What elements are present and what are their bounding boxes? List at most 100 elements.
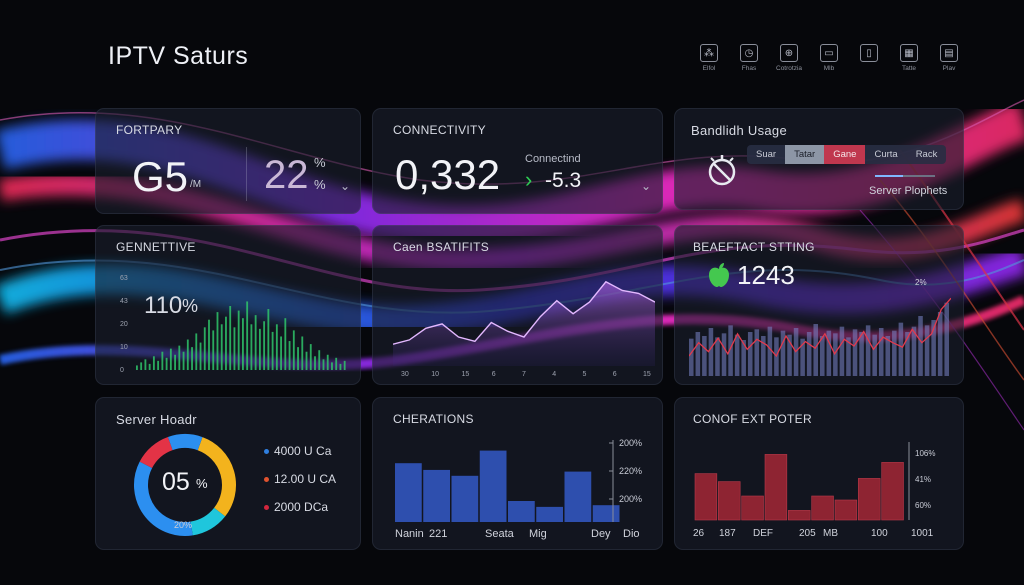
beaeftact-bar xyxy=(885,336,891,376)
grid-icon: ▦ xyxy=(900,44,918,62)
genettive-bar xyxy=(267,309,270,370)
x-axis-label: 221 xyxy=(429,528,448,540)
tool-label: Plav xyxy=(942,65,956,72)
globe-tool-button[interactable]: ⊕ Cotrotzia xyxy=(776,44,802,72)
genettive-bar xyxy=(275,324,278,370)
legend-item: 12.00 U CA xyxy=(264,472,336,486)
genettive-bar xyxy=(343,360,346,370)
genettive-bar xyxy=(212,330,215,370)
x-axis-label: DEF xyxy=(753,528,773,539)
cluster-tool-button[interactable]: ⁂ Elfol xyxy=(696,44,722,72)
beaeftact-value: 1243 xyxy=(737,260,795,290)
monitor-icon: ▭ xyxy=(820,44,838,62)
beaeftact-bar xyxy=(898,322,904,376)
genettive-bar xyxy=(191,347,193,370)
genettive-bar xyxy=(254,315,257,370)
beaeftact-bar xyxy=(918,316,923,376)
genettive-bar xyxy=(203,327,206,370)
clock-icon: ◷ xyxy=(740,44,758,62)
genettive-bar xyxy=(242,318,244,370)
trend-arrow-icon: › xyxy=(525,167,533,192)
y-tick-label: 106% xyxy=(915,449,935,458)
x-axis-label: Dio xyxy=(623,528,640,540)
genettive-bar xyxy=(237,310,240,370)
beaeftact-bar xyxy=(702,336,707,376)
donut-slice xyxy=(190,507,226,536)
no-signal-icon xyxy=(708,155,736,186)
beaeftact-bar xyxy=(734,334,740,376)
file-icon: ▯ xyxy=(860,44,878,62)
y-tick-label: 10 xyxy=(120,344,128,351)
legend-dot xyxy=(264,505,269,511)
bandwidth-option-tatar[interactable]: Tatar xyxy=(785,145,825,164)
panel-title: BEAEFTACT STTING xyxy=(693,240,815,254)
x-tick-label: 4 xyxy=(552,371,556,378)
genettive-bar xyxy=(326,354,329,370)
genettive-bar xyxy=(195,333,198,370)
genettive-bar xyxy=(305,351,308,370)
card-tool-button[interactable]: ▤ Plav xyxy=(936,44,962,72)
chevron-down-icon[interactable]: ⌄ xyxy=(641,179,652,193)
monitor-tool-button[interactable]: ▭ Mlb xyxy=(816,44,842,72)
connectivity-panel: CONNECTIVITY 0,332 Connectind › -5.3 ⌄ xyxy=(372,108,663,214)
genettive-bar xyxy=(144,359,147,370)
beaeftact-bar xyxy=(715,337,720,376)
genettive-bar xyxy=(233,327,236,370)
portfary-value: G5 xyxy=(132,153,189,200)
beaeftact-bar xyxy=(911,326,917,376)
genettive-bar xyxy=(225,316,227,370)
y-tick-label: 0 xyxy=(120,367,124,374)
genettive-bar xyxy=(199,342,202,370)
genettive-bar xyxy=(280,336,282,370)
genettive-bar xyxy=(284,318,287,370)
grid-tool-button[interactable]: ▦ Tatte xyxy=(896,44,922,72)
bandwidth-option-gane[interactable]: Gane xyxy=(824,145,866,164)
beaeftact-bar xyxy=(754,329,760,376)
genettive-bar xyxy=(309,344,312,370)
globe-icon: ⊕ xyxy=(780,44,798,62)
genettive-bar xyxy=(258,328,261,370)
tool-label: Cotrotzia xyxy=(776,65,803,72)
y-tick-label: 200% xyxy=(619,438,642,448)
beaeftact-bar xyxy=(859,332,864,376)
legend-label: 12.00 U CA xyxy=(274,472,337,486)
genettive-value: 110 xyxy=(144,292,183,319)
genettive-bar xyxy=(335,357,338,370)
panel-title: Bandlidh Usage xyxy=(691,123,787,138)
portfary-unit: /M xyxy=(190,179,202,190)
slider-track[interactable] xyxy=(875,175,935,177)
clock-tool-button[interactable]: ◷ Fhas xyxy=(736,44,762,72)
file-tool-button[interactable]: ▯ xyxy=(856,44,882,72)
genettive-unit: % xyxy=(182,296,199,316)
beaeftact-bar xyxy=(695,332,701,376)
x-axis-label: 187 xyxy=(719,528,736,539)
x-axis-label: MB xyxy=(823,528,838,539)
chevron-down-icon[interactable]: ⌄ xyxy=(340,179,351,193)
legend-item: 4000 U Ca xyxy=(264,444,331,458)
genettive-bar xyxy=(301,336,304,370)
genettive-bar xyxy=(250,324,253,370)
conof-bar xyxy=(881,462,904,521)
divider xyxy=(246,147,247,201)
tool-label: Tatte xyxy=(901,65,917,72)
caen-panel: Caen BSATIFITS 30 10 15 6 7 4 5 6 15 xyxy=(372,225,663,385)
bandwidth-option-curta[interactable]: Curta xyxy=(865,145,907,164)
genettive-bar xyxy=(322,359,325,370)
genettive-bar xyxy=(178,345,181,370)
legend-dot xyxy=(264,449,269,455)
x-tick-label: 6 xyxy=(613,371,617,378)
bandwidth-option-suar[interactable]: Suar xyxy=(747,145,786,164)
genettive-bar xyxy=(174,354,176,370)
genettive-bar xyxy=(297,347,299,370)
panel-title: CONOF EXT POTER xyxy=(693,412,812,426)
bandwidth-panel: Bandlidh Usage Suar Tatar Gane Curta Rack Se… xyxy=(674,108,964,210)
percent-sign: % xyxy=(314,155,326,170)
beaeftact-chart xyxy=(689,297,951,376)
x-tick-label: 30 xyxy=(401,371,409,378)
bandwidth-option-rack[interactable]: Rack xyxy=(906,145,947,164)
beaeftact-bar xyxy=(833,333,838,376)
donut-value: 05 xyxy=(162,468,190,496)
beaeftact-bar xyxy=(905,332,910,376)
y-tick-label: 20 xyxy=(120,321,128,328)
genettive-bar xyxy=(186,339,189,370)
